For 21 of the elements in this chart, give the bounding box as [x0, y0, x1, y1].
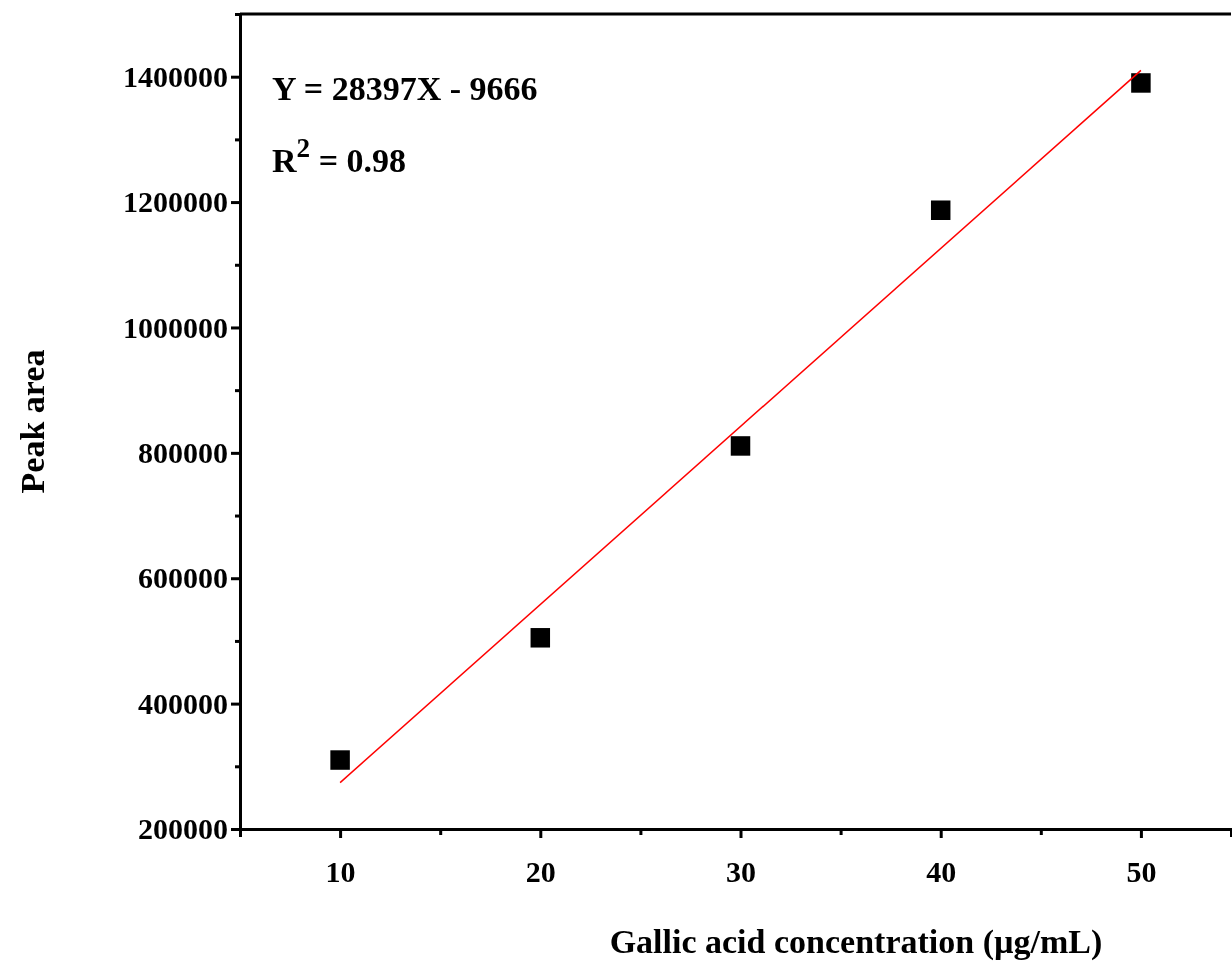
point: [1131, 73, 1151, 93]
y-tick-label: 1400000: [123, 59, 228, 93]
annotation: Y = 28397X - 9666: [272, 70, 538, 107]
y-tick-label: 800000: [138, 435, 228, 469]
y-axis-title: Peak area: [14, 349, 51, 494]
x-tick-label: 50: [1126, 855, 1157, 888]
y-tick-label: 400000: [138, 686, 228, 720]
y-tick-label: 200000: [138, 812, 228, 846]
x-axis-title: Gallic acid concentration (µg/mL): [609, 923, 1103, 961]
point: [930, 200, 951, 220]
point: [330, 750, 350, 770]
y-tick-label: 1000000: [123, 310, 228, 344]
annotation: R$^{2}$ = 0.98: [272, 133, 407, 179]
x-tick-label: 10: [325, 855, 356, 888]
y-tick-label: 1200000: [123, 185, 228, 219]
x-tick-label: 40: [926, 855, 957, 888]
point: [730, 436, 751, 456]
x-tick-label: 30: [726, 855, 757, 888]
point: [530, 628, 551, 648]
x-tick-label: 20: [525, 855, 556, 888]
y-tick-label: 600000: [138, 561, 228, 595]
